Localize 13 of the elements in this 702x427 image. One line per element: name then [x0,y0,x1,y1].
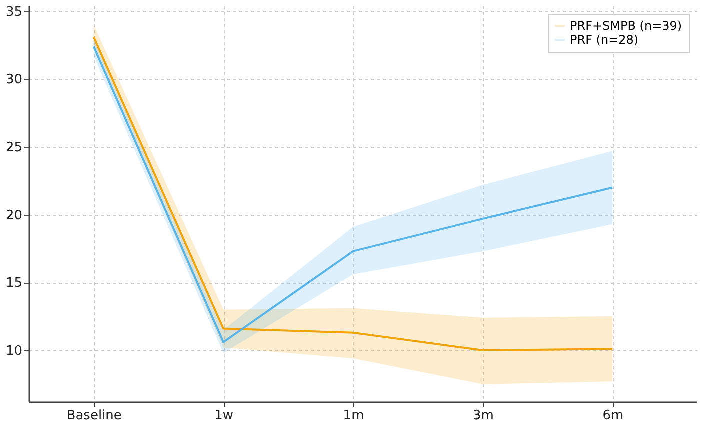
y-tick-label: 30 [6,72,22,88]
y-tick-label: 15 [6,276,22,292]
legend-label: PRF (n=28) [570,33,639,47]
legend-label: PRF+SMPB (n=39) [570,19,682,33]
y-tick-label: 20 [6,208,22,224]
x-tick-label: 3m [473,408,494,424]
x-tick-label: Baseline [66,408,122,424]
y-tick-label: 10 [6,344,22,359]
y-tick-label: 35 [6,4,22,20]
x-tick-label: 1w [214,408,234,424]
x-tick-label: 6m [602,408,624,424]
x-tick-label: 1m [343,408,364,424]
y-tick-label: 25 [6,140,22,156]
